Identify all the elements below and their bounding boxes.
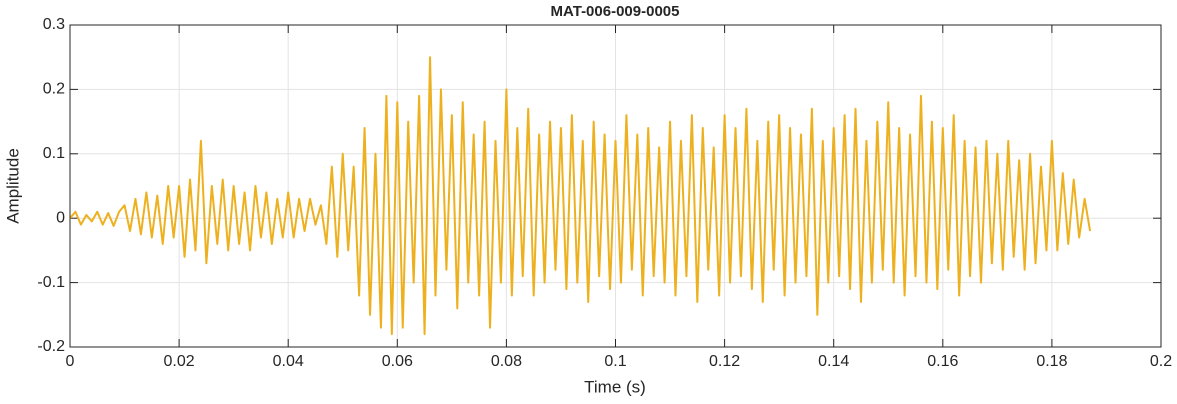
y-tick-label: -0.1: [37, 274, 65, 291]
y-tick-label: 0.2: [43, 81, 65, 98]
x-tick-label: 0: [66, 353, 75, 370]
x-tick-label: 0.16: [927, 353, 958, 370]
axes-box: [69, 24, 1162, 348]
x-tick-label: 0.08: [491, 353, 522, 370]
signal-line: [69, 56, 1092, 336]
x-tick-label: 0.18: [1036, 353, 1067, 370]
x-tick-label: 0.02: [164, 353, 195, 370]
y-tick-label: -0.2: [37, 338, 65, 355]
y-tick-label: 0.1: [43, 145, 65, 162]
x-tick-label: 0.14: [818, 353, 849, 370]
y-tick-label: 0.3: [43, 16, 65, 33]
x-tick-label: 0.06: [382, 353, 413, 370]
y-tick-label: 0: [56, 209, 65, 226]
x-tick-label: 0.1: [604, 353, 626, 370]
x-tick-label: 0.12: [709, 353, 740, 370]
x-tick-label: 0.2: [1150, 353, 1172, 370]
x-tick-label: 0.04: [273, 353, 304, 370]
chart-title: MAT-006-009-0005: [551, 3, 680, 20]
y-axis-label: Amplitude: [3, 148, 22, 224]
x-axis-label: Time (s): [584, 377, 646, 396]
